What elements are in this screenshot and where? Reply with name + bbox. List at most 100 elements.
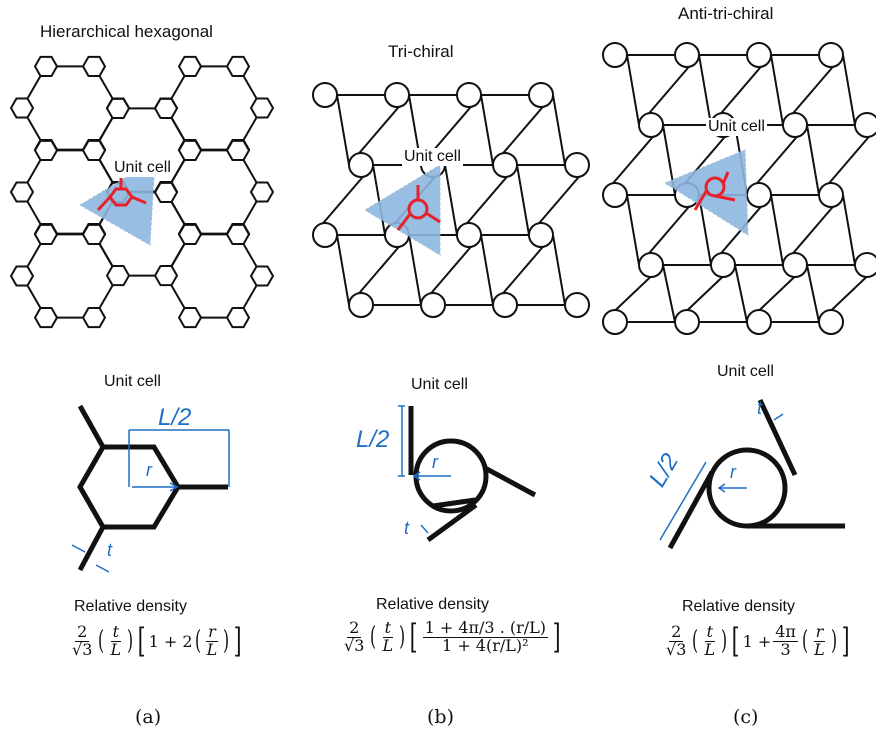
node-circle <box>746 309 772 335</box>
formula-b-prefix-num: 2 <box>347 618 362 638</box>
node-circle <box>638 112 664 138</box>
formula-a-r: r <box>206 622 218 642</box>
node-circle <box>456 222 482 248</box>
node-circle <box>818 42 844 68</box>
node-hexagon <box>105 265 131 287</box>
node-hexagon <box>33 223 59 245</box>
ligament <box>516 164 530 236</box>
node-hexagon <box>153 265 179 287</box>
lattice-cell <box>20 233 120 319</box>
dimension-lines-c <box>659 413 784 541</box>
lattice-cell <box>164 65 264 151</box>
node-circle <box>492 152 518 178</box>
node-circle <box>782 112 808 138</box>
dimension-lines-a <box>71 429 230 573</box>
panel-a-relative-density-label: Relative density <box>74 598 187 615</box>
node-hexagon <box>105 97 131 119</box>
panel-a-dim-L: L/2 <box>158 404 192 431</box>
panel-b-dim-r: r <box>432 452 438 472</box>
ligament <box>626 54 640 126</box>
node-circle <box>528 222 554 248</box>
formula-c-prefix-den: √3 <box>666 639 687 659</box>
formula-a-prefix-num: 2 <box>75 622 90 642</box>
node-hexagon <box>9 181 35 203</box>
lattice-cell <box>164 233 264 319</box>
ligament <box>626 194 640 266</box>
ligament <box>480 234 494 306</box>
panel-c-caption: (c) <box>733 706 759 728</box>
node-circle <box>746 42 772 68</box>
node-hexagon <box>81 307 107 329</box>
formula-c-prefix-num: 2 <box>669 622 684 642</box>
node-hexagon <box>225 139 251 161</box>
node-circle <box>746 182 772 208</box>
node-circle <box>348 292 374 318</box>
unit-cell-diagram-b <box>408 406 537 543</box>
node-hexagon <box>225 55 251 77</box>
panel-c-lattice-label: Unit cell <box>706 118 767 136</box>
panel-c-dim-t: t <box>757 398 763 418</box>
node-circle <box>854 252 876 278</box>
node-circle <box>492 292 518 318</box>
formula-a-t: t <box>110 622 122 642</box>
panel-a-caption: (a) <box>135 706 162 728</box>
ligament <box>842 194 856 266</box>
panel-b-dim-t: t <box>404 518 410 538</box>
node-hexagon <box>249 181 275 203</box>
formula-b-prefix-den: √3 <box>344 635 365 655</box>
dimension-lines-b <box>398 405 451 534</box>
panel-c-formula: 2 √3 (t L) [ 1 + 4π 3 (r L) ] <box>666 621 850 662</box>
node-hexagon <box>81 55 107 77</box>
node-circle <box>384 82 410 108</box>
node-hexagon <box>249 97 275 119</box>
formula-a-body: 1 + 2 <box>148 631 193 651</box>
formula-b-L: L <box>382 635 394 655</box>
node-circle <box>312 222 338 248</box>
node-circle <box>312 82 338 108</box>
node-hexagon <box>9 97 35 119</box>
panel-a-dim-t: t <box>107 540 113 560</box>
formula-c-coef-den: 3 <box>780 639 791 659</box>
formula-b-t: t <box>382 618 394 638</box>
unit-cell-highlight-c <box>663 149 749 236</box>
node-hexagon <box>81 139 107 161</box>
node-hexagon <box>33 307 59 329</box>
node-hexagon <box>153 181 179 203</box>
unit-cell-highlight-a <box>79 159 156 246</box>
node-circle <box>456 82 482 108</box>
panel-c-relative-density-label: Relative density <box>682 598 795 615</box>
panel-b-relative-density-label: Relative density <box>376 596 489 613</box>
node-hexagon <box>249 265 275 287</box>
node-circle <box>564 152 590 178</box>
lattice-cell <box>164 149 264 235</box>
node-circle <box>602 309 628 335</box>
ligament <box>336 234 350 306</box>
unit-cell-diagram-c <box>667 398 845 550</box>
node-circle <box>528 82 554 108</box>
node-hexagon <box>33 55 59 77</box>
ligament <box>842 54 856 126</box>
ligament <box>552 234 566 306</box>
ligament <box>806 124 820 196</box>
node-circle <box>818 309 844 335</box>
node-circle <box>782 252 808 278</box>
node-hexagon <box>225 307 251 329</box>
node-circle <box>564 292 590 318</box>
node-circle <box>602 42 628 68</box>
node-hexagon <box>177 55 203 77</box>
node-circle <box>818 182 844 208</box>
tri-chiral-lattice <box>312 82 590 318</box>
panel-a-title: Hierarchical hexagonal <box>40 22 213 41</box>
ligament <box>734 264 748 323</box>
ligament <box>552 94 566 166</box>
anti-tri-chiral-lattice <box>602 42 876 335</box>
ligament <box>770 194 784 266</box>
ligament <box>480 94 494 166</box>
formula-c-L2: L <box>814 639 825 659</box>
node-circle <box>602 182 628 208</box>
panel-b-formula: 2 √3 (t L) [ 1 + 4π/3 . (r/L) 1 + 4(r/L)² ] <box>344 617 561 658</box>
panel-a-lattice-label: Unit cell <box>112 159 173 177</box>
panel-a-unit-cell-heading: Unit cell <box>104 373 161 390</box>
ligament <box>698 54 712 126</box>
